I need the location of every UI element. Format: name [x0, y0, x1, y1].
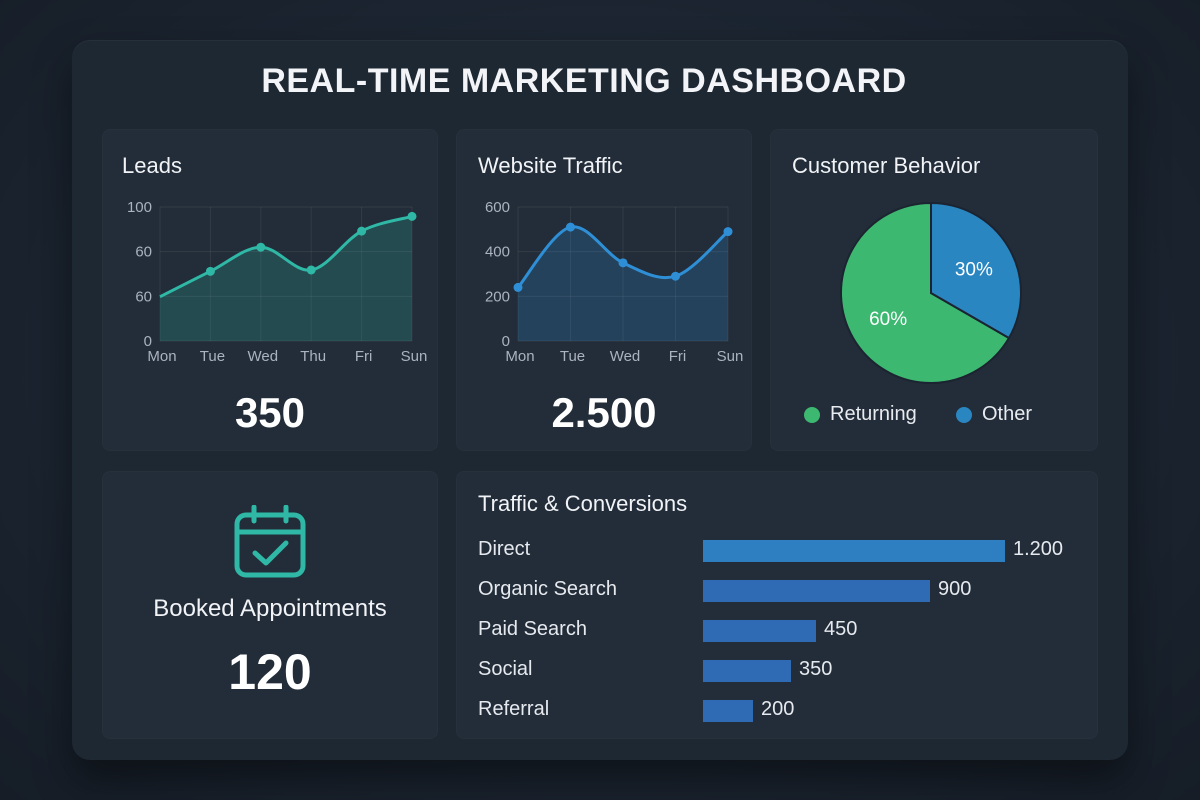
legend-other: Other	[956, 403, 1032, 426]
leads-point	[256, 242, 266, 252]
leads-point	[357, 226, 367, 236]
traffic-point	[671, 271, 680, 281]
leads-point	[407, 211, 417, 221]
dashboard-title: REAL-TIME MARKETING DASHBOARD	[261, 62, 907, 100]
traffic-point	[566, 222, 575, 232]
appointments-card[interactable]: Booked Appointments 120	[102, 471, 438, 739]
traffic-x-tick: Sun	[717, 348, 744, 365]
leads-x-tick: Mon	[147, 348, 176, 365]
leads-x-tick: Wed	[248, 348, 279, 365]
pie-slice-returning	[840, 201, 1011, 384]
leads-area	[160, 216, 412, 341]
leads-y-tick: 100	[127, 199, 152, 216]
bar-value-label: 450	[824, 618, 858, 640]
bar-social	[703, 660, 791, 682]
traffic-area	[518, 226, 728, 341]
leads-x-tick: Tue	[200, 348, 225, 365]
appointments-title: Booked Appointments	[153, 595, 387, 622]
leads-x-tick: Thu	[300, 348, 326, 365]
traffic-point	[723, 227, 733, 237]
traffic-y-tick: 400	[485, 244, 510, 261]
legend-other-swatch	[956, 406, 972, 423]
behavior-card[interactable]: Customer Behavior 60% 30% Returning Other	[770, 129, 1098, 451]
pie-slice-other	[930, 201, 1022, 340]
pie-slice-returning-label: 60%	[869, 309, 907, 330]
leads-y-tick: 60	[135, 244, 152, 261]
bar-referral	[703, 700, 753, 722]
leads-point	[205, 266, 215, 276]
bar-category-label: Referral	[478, 698, 550, 720]
traffic-card[interactable]: Website Traffic 600 400 200 0 Mon Tue Wed Fri S…	[456, 129, 752, 451]
leads-chart: 100 60 60 0 Mon Tue Wed Thu Fri Sun	[127, 199, 428, 365]
traffic-title: Website Traffic	[478, 153, 623, 178]
appointments-value: 120	[228, 644, 312, 700]
traffic-x-tick: Tue	[560, 348, 585, 365]
leads-title: Leads	[122, 153, 182, 178]
leads-card[interactable]: Leads 100 60 60 0 Mon Tue Wed Thu Fri Sun 350	[102, 129, 438, 451]
traffic-point	[618, 258, 628, 268]
bar-value-label: 350	[799, 658, 833, 680]
traffic-x-tick: Mon	[505, 348, 534, 365]
traffic-value: 2.500	[551, 389, 657, 436]
leads-y-tick: 0	[144, 333, 152, 350]
bar-organic-search	[703, 580, 930, 602]
bar-category-label: Direct	[478, 538, 531, 560]
bar-paid-search	[703, 620, 816, 642]
traffic-y-tick: 0	[502, 333, 510, 350]
bar-value-label: 200	[761, 698, 795, 720]
traffic-x-tick: Wed	[610, 348, 641, 365]
conversions-card[interactable]: Traffic & Conversions Direct 1.200 Organic…	[456, 471, 1098, 739]
leads-y-tick: 60	[135, 288, 152, 305]
leads-value: 350	[234, 389, 306, 436]
behavior-title: Customer Behavior	[792, 153, 981, 178]
legend-returning-swatch	[804, 406, 820, 423]
legend-returning-label: Returning	[830, 403, 917, 425]
traffic-x-tick: Fri	[669, 348, 687, 365]
legend-other-label: Other	[982, 403, 1033, 425]
traffic-chart: 600 400 200 0 Mon Tue Wed Fri Sun	[485, 199, 744, 365]
traffic-point	[513, 282, 523, 292]
bar-value-label: 900	[938, 578, 972, 600]
bar-category-label: Paid Search	[478, 618, 587, 640]
behavior-pie: 60% 30%	[840, 201, 1022, 384]
legend-returning: Returning	[804, 403, 917, 426]
bar-category-label: Organic Search	[478, 578, 617, 600]
traffic-y-tick: 200	[485, 288, 510, 305]
leads-point	[306, 265, 316, 275]
leads-x-tick: Sun	[401, 348, 428, 365]
calendar-check-icon	[234, 505, 306, 578]
conversions-bars: Direct 1.200 Organic Search 900 Paid Search 4…	[456, 471, 1098, 739]
traffic-y-tick: 600	[485, 199, 510, 216]
bar-value-label: 1.200	[1013, 538, 1064, 560]
pie-slice-other-label: 30%	[955, 259, 993, 280]
bar-category-label: Social	[478, 658, 533, 680]
leads-x-tick: Fri	[355, 348, 373, 365]
bar-direct	[703, 540, 1005, 562]
conversions-title: Traffic & Conversions	[478, 491, 688, 516]
